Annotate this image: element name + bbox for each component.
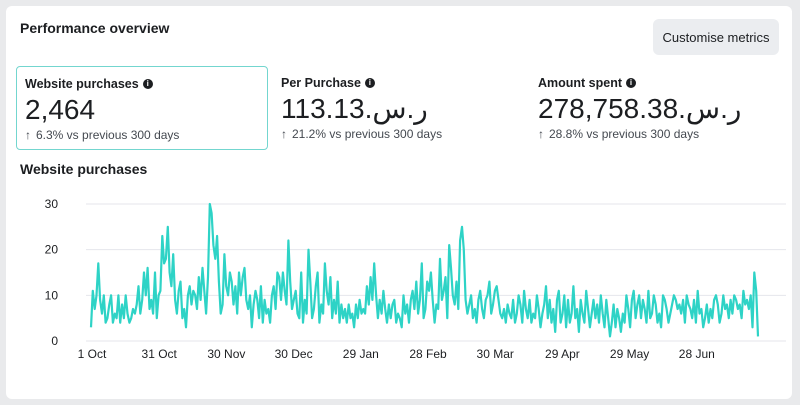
x-tick-label: 29 May bbox=[610, 347, 649, 361]
x-tick-label: 28 Jun bbox=[679, 347, 715, 361]
series-line[interactable] bbox=[89, 202, 760, 338]
metric-value: 278,758.38.ر.س bbox=[538, 93, 742, 124]
arrow-up-icon: ↑ bbox=[281, 127, 287, 141]
chart-title: Website purchases bbox=[20, 161, 148, 177]
metric-amount-spent[interactable]: Amount spent i 278,758.38.ر.س ↑ 28.8% vs… bbox=[530, 66, 785, 150]
x-tick-label: 29 Apr bbox=[545, 347, 580, 361]
x-tick-label: 1 Oct bbox=[78, 347, 107, 361]
metric-change: 28.8% vs previous 300 days bbox=[549, 127, 700, 141]
info-icon[interactable]: i bbox=[142, 79, 153, 89]
info-icon[interactable]: i bbox=[364, 78, 375, 88]
arrow-up-icon: ↑ bbox=[25, 128, 31, 142]
x-tick-label: 29 Jan bbox=[343, 347, 379, 361]
metric-label: Per Purchase bbox=[281, 76, 361, 90]
page-title: Performance overview bbox=[20, 20, 170, 36]
metric-change: 6.3% vs previous 300 days bbox=[36, 128, 180, 142]
x-tick-label: 30 Mar bbox=[477, 347, 514, 361]
y-tick-label: 20 bbox=[45, 243, 59, 257]
website-purchases-chart: 0 10 20 30 1 Oct 31 Oct 30 Nov 30 Dec 29 Jan 28 F… bbox=[45, 197, 786, 361]
info-icon[interactable]: i bbox=[626, 78, 637, 88]
x-tick-label: 30 Nov bbox=[207, 347, 245, 361]
y-tick-label: 10 bbox=[45, 288, 59, 302]
metric-label: Amount spent bbox=[538, 76, 623, 90]
metric-value: 113.13.ر.س bbox=[281, 93, 428, 124]
performance-overview-card: Performance overview Customise metrics W… bbox=[6, 6, 792, 399]
x-tick-label: 28 Feb bbox=[409, 347, 447, 361]
customise-metrics-button[interactable]: Customise metrics bbox=[653, 19, 779, 55]
metric-per-purchase[interactable]: Per Purchase i 113.13.ر.س ↑ 21.2% vs pre… bbox=[273, 66, 523, 150]
metric-website-purchases[interactable]: Website purchases i 2,464 ↑ 6.3% vs prev… bbox=[16, 66, 268, 150]
arrow-up-icon: ↑ bbox=[538, 127, 544, 141]
x-tick-label: 30 Dec bbox=[275, 347, 313, 361]
metric-value: 2,464 bbox=[25, 94, 96, 125]
y-tick-label: 0 bbox=[51, 334, 58, 348]
x-tick-label: 31 Oct bbox=[142, 347, 178, 361]
metric-label: Website purchases bbox=[25, 77, 139, 91]
metric-change: 21.2% vs previous 300 days bbox=[292, 127, 443, 141]
y-tick-label: 30 bbox=[45, 197, 59, 211]
